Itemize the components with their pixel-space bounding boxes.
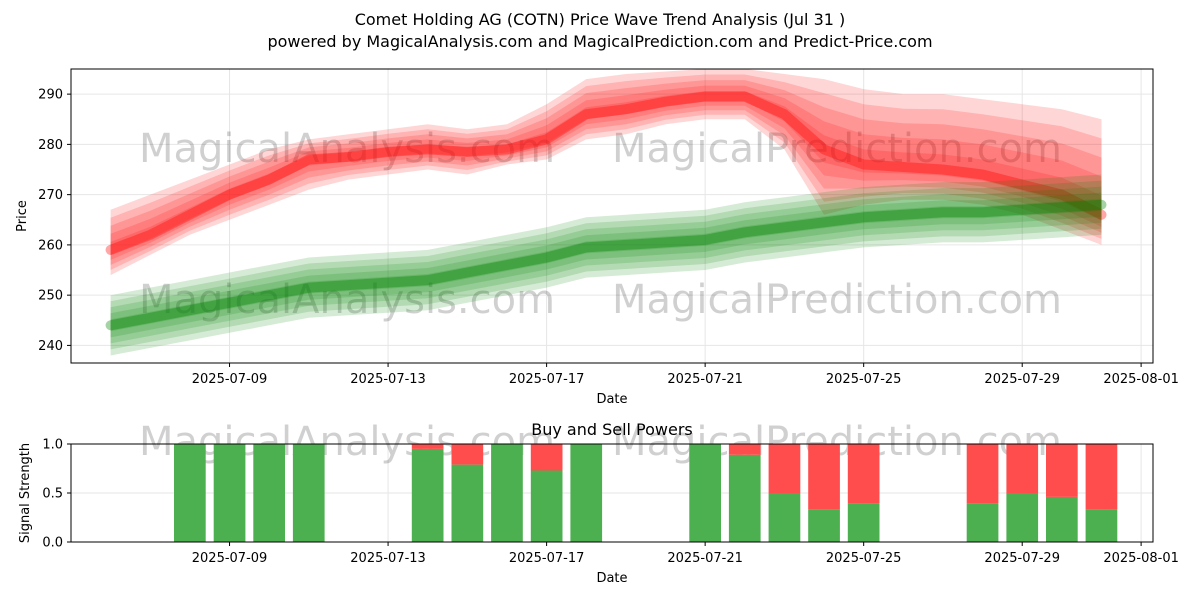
red-price-band xyxy=(110,69,1102,276)
x-tick-label: 2025-07-13 xyxy=(350,372,426,387)
buy-bar xyxy=(570,444,603,542)
x-tick-label: 2025-07-17 xyxy=(509,372,585,387)
x-tick-label: 2025-07-29 xyxy=(984,551,1060,566)
sell-bar xyxy=(1006,444,1039,493)
signal-x-axis-label: Date xyxy=(596,571,627,586)
green-price-band xyxy=(110,186,1102,344)
x-tick-label: 2025-07-09 xyxy=(192,372,268,387)
watermark-text: MagicalAnalysis.com xyxy=(139,277,555,323)
x-tick-label: 2025-07-21 xyxy=(667,372,743,387)
y-tick-label: 1.0 xyxy=(42,438,63,453)
y-tick-label: 270 xyxy=(38,188,63,203)
green-price-band xyxy=(110,198,1102,332)
buy-bar xyxy=(174,444,206,542)
buy-bar xyxy=(1085,509,1118,542)
buy-bar xyxy=(847,503,880,542)
buy-bar xyxy=(768,493,801,542)
sell-bar xyxy=(728,444,761,455)
green-price-band xyxy=(110,174,1102,356)
x-tick-label: 2025-07-25 xyxy=(826,372,902,387)
buy-bar xyxy=(491,444,523,542)
chart-subtitle: powered by MagicalAnalysis.com and Magic… xyxy=(267,32,932,51)
buy-bar xyxy=(451,464,484,542)
x-tick-label: 2025-07-29 xyxy=(984,372,1060,387)
price-plot-frame xyxy=(70,68,1154,364)
price-bands xyxy=(105,69,1107,356)
y-tick-label: 240 xyxy=(38,339,63,354)
price-chart: MagicalAnalysis.com MagicalPrediction.co… xyxy=(15,68,1179,407)
price-y-axis-label: Price xyxy=(15,200,30,232)
buy-bar xyxy=(1046,496,1078,542)
signal-chart: Buy and Sell Powers MagicalAnalysis.com … xyxy=(18,419,1179,586)
x-tick-label: 2025-07-13 xyxy=(350,551,426,566)
sell-bar xyxy=(808,444,840,510)
signal-bars xyxy=(174,444,1118,542)
price-grid xyxy=(71,69,1153,363)
buy-bar xyxy=(689,444,721,542)
signal-x-ticks: 2025-07-09 2025-07-13 2025-07-17 2025-07-21… xyxy=(192,542,1179,566)
red-price-band xyxy=(110,74,1102,270)
red-price-band xyxy=(110,85,1102,260)
buy-bar xyxy=(728,454,761,542)
buy-bar xyxy=(292,444,325,542)
price-y-ticks: 240 250 260 270 280 290 xyxy=(38,88,71,354)
buy-bar xyxy=(213,444,246,542)
watermark-text: MagicalPrediction.com xyxy=(612,126,1062,172)
watermark-text: MagicalPrediction.com xyxy=(612,277,1062,323)
green-price-band xyxy=(110,192,1102,338)
red-price-line xyxy=(105,91,1107,255)
sell-bar xyxy=(1085,444,1118,510)
sell-bar xyxy=(530,444,563,471)
x-tick-label: 2025-08-01 xyxy=(1103,372,1179,387)
x-tick-label: 2025-07-09 xyxy=(192,551,268,566)
x-tick-label: 2025-07-21 xyxy=(667,551,743,566)
y-tick-label: 260 xyxy=(38,238,63,253)
buy-bar xyxy=(411,448,444,542)
y-tick-label: 290 xyxy=(38,88,63,103)
sell-bar xyxy=(1046,444,1078,497)
price-watermarks: MagicalAnalysis.com MagicalPrediction.co… xyxy=(139,126,1062,323)
x-tick-label: 2025-07-17 xyxy=(509,551,585,566)
price-x-axis-label: Date xyxy=(596,392,627,407)
sell-bar xyxy=(966,444,999,504)
watermark-text: MagicalAnalysis.com xyxy=(139,126,555,172)
buy-bar xyxy=(1006,493,1039,542)
y-tick-label: 250 xyxy=(38,289,63,304)
sell-bar xyxy=(451,444,484,465)
sell-bar xyxy=(847,444,880,504)
signal-y-ticks: 0.0 0.5 1.0 xyxy=(42,438,71,551)
price-plot-area xyxy=(71,69,1153,363)
buy-bar xyxy=(966,503,999,542)
buy-bar xyxy=(253,444,285,542)
green-price-band xyxy=(110,180,1102,350)
price-x-ticks: 2025-07-09 2025-07-13 2025-07-17 2025-07-21… xyxy=(192,363,1179,387)
signal-chart-title: Buy and Sell Powers xyxy=(531,420,693,439)
green-price-line xyxy=(105,199,1107,331)
watermark-text: MagicalAnalysis.com xyxy=(139,419,555,465)
buy-bar xyxy=(808,509,840,542)
x-tick-label: 2025-08-01 xyxy=(1103,551,1179,566)
signal-y-axis-label: Signal Strength xyxy=(18,443,33,543)
y-tick-label: 0.5 xyxy=(42,487,63,502)
red-price-band xyxy=(110,80,1102,265)
red-price-band xyxy=(110,91,1102,255)
y-tick-label: 0.0 xyxy=(42,536,63,551)
buy-bar xyxy=(530,470,563,542)
chart-title: Comet Holding AG (COTN) Price Wave Trend… xyxy=(355,10,846,29)
sell-bar xyxy=(768,444,801,493)
sell-bar xyxy=(411,444,444,449)
y-tick-label: 280 xyxy=(38,138,63,153)
x-tick-label: 2025-07-25 xyxy=(826,551,902,566)
